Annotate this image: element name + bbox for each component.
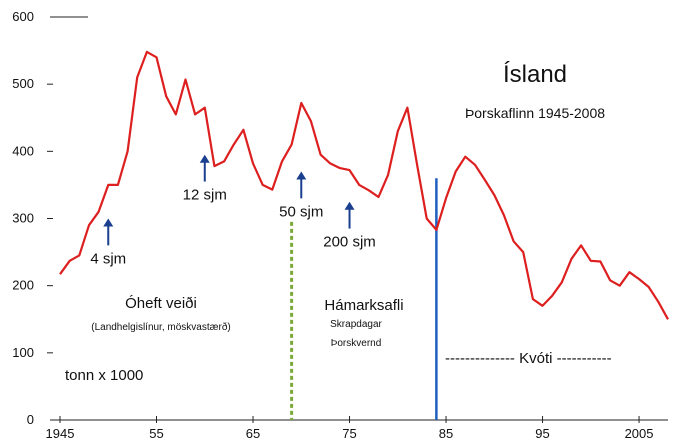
unit-label: tonn x 1000 [65, 367, 143, 384]
annotation-free-fishing: Óheft veiði [125, 295, 197, 312]
y-tick-label: 500 [12, 76, 34, 91]
x-tick-label: 2005 [625, 426, 654, 441]
axes: 0 100 200 300 400 500 600 1945 55 65 75 85 95 2005 [12, 9, 668, 441]
annotation-max-catch-sub2: Þorskvernd [331, 338, 382, 349]
y-tick-label: 100 [12, 345, 34, 360]
arrow-label: 200 sjm [323, 234, 376, 251]
series-group [59, 50, 669, 320]
annotation-max-catch-sub1: Skrapdagar [330, 319, 382, 330]
x-tick-label: 1945 [46, 426, 75, 441]
x-tick-label: 75 [342, 426, 356, 441]
x-tick-label: 85 [439, 426, 453, 441]
y-tick-label: 600 [12, 9, 34, 24]
arrow-head [199, 154, 210, 163]
annotation-quota: -------------- Kvóti ----------- [445, 350, 612, 367]
chart-title: Ísland [503, 61, 567, 88]
y-tick-label: 300 [12, 211, 34, 226]
arrow-label: 12 sjm [183, 187, 227, 204]
arrow-label: 50 sjm [279, 203, 323, 220]
x-tick-label: 65 [246, 426, 260, 441]
annotation-max-catch: Hámarksafli [324, 297, 403, 314]
y-tick-label: 0 [27, 412, 34, 427]
y-tick-label: 200 [12, 278, 34, 293]
cod-catch-line [59, 50, 669, 320]
arrow-head [103, 218, 114, 227]
chart-subtitle: Þorskaflinn 1945-2008 [465, 105, 605, 121]
annotation-free-fishing-sub: (Landhelgislínur, möskvastærð) [91, 321, 231, 333]
arrow-head [344, 201, 355, 210]
arrow-label: 4 sjm [90, 250, 126, 267]
x-tick-label: 95 [535, 426, 549, 441]
y-tick-label: 400 [12, 143, 34, 158]
arrow-head [296, 171, 307, 180]
vertical-markers [290, 178, 438, 420]
x-tick-label: 55 [149, 426, 163, 441]
